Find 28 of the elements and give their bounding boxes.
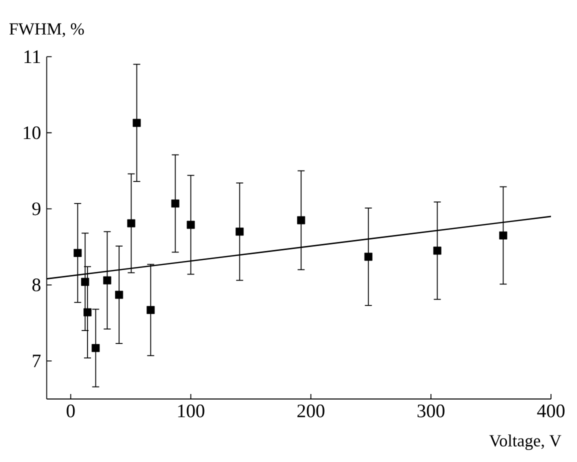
point xyxy=(115,290,124,299)
point xyxy=(146,306,155,314)
point xyxy=(81,278,90,286)
x-tick-label: 100 xyxy=(178,404,204,418)
point xyxy=(499,231,508,240)
point xyxy=(364,252,372,261)
x-axis-title: Voltage, V xyxy=(489,434,562,450)
point xyxy=(92,344,100,352)
point xyxy=(84,308,92,316)
point xyxy=(236,228,244,236)
x-tick-label: 0 xyxy=(66,404,75,418)
x-tick-label: 300 xyxy=(418,404,444,418)
point xyxy=(297,216,306,224)
y-tick-label: 7 xyxy=(32,354,41,368)
point xyxy=(103,276,112,284)
point xyxy=(433,246,442,255)
y-tick-label: 11 xyxy=(24,50,40,63)
y-tick-label: 8 xyxy=(32,278,40,292)
x-tick-label: 400 xyxy=(537,404,565,418)
point xyxy=(132,118,141,127)
point xyxy=(186,220,195,229)
x-tick-label: 200 xyxy=(297,404,324,418)
y-tick-label: 10 xyxy=(24,126,40,140)
point xyxy=(127,219,136,228)
point xyxy=(171,200,180,208)
point xyxy=(74,248,82,257)
y-axis-title: FWHM, % xyxy=(9,23,84,38)
y-tick-label: 9 xyxy=(32,202,40,216)
